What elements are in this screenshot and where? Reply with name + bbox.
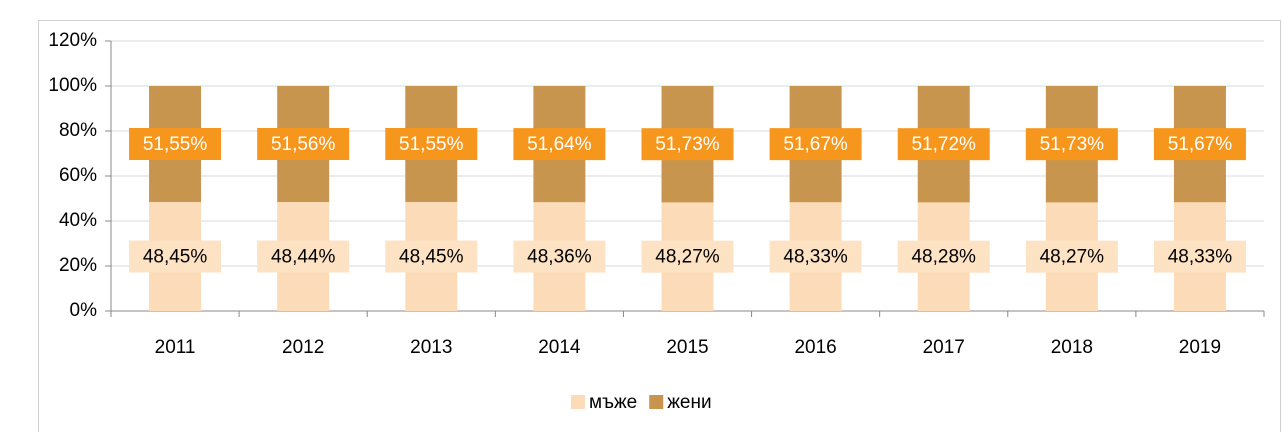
data-label-bg xyxy=(1025,128,1118,161)
y-tick-label: 20% xyxy=(59,255,97,276)
x-tick-label: 2017 xyxy=(923,337,965,358)
x-tick-label: 2018 xyxy=(1051,337,1093,358)
data-label-bg xyxy=(257,128,350,161)
x-tick-label: 2011 xyxy=(155,337,196,358)
data-label: 51,67% xyxy=(1168,134,1233,155)
data-label: 48,45% xyxy=(143,247,208,268)
data-label-bg xyxy=(897,240,990,273)
data-label-bg xyxy=(1153,240,1246,273)
y-tick-label: 40% xyxy=(59,210,97,231)
data-label: 51,64% xyxy=(527,134,592,155)
data-label-bg xyxy=(513,128,606,161)
x-tick-label: 2019 xyxy=(1179,337,1221,358)
data-label-bg xyxy=(257,240,350,273)
data-label: 51,73% xyxy=(1040,134,1105,155)
data-label: 48,44% xyxy=(271,247,336,268)
x-tick-label: 2013 xyxy=(410,337,452,358)
data-label: 48,33% xyxy=(783,247,848,268)
data-label-bg xyxy=(1153,128,1246,161)
y-tick-label: 60% xyxy=(59,165,97,186)
data-label-bg xyxy=(385,240,478,273)
y-tick-label: 120% xyxy=(48,30,97,51)
legend-label: мъже xyxy=(589,392,637,413)
legend-label: жени xyxy=(667,392,711,413)
data-label: 51,56% xyxy=(271,134,336,155)
data-label: 51,55% xyxy=(399,134,464,155)
x-tick-label: 2015 xyxy=(666,337,708,358)
y-tick-label: 100% xyxy=(48,75,97,96)
x-tick-label: 2012 xyxy=(282,337,324,358)
data-label: 51,72% xyxy=(911,134,976,155)
data-label: 51,73% xyxy=(655,134,720,155)
data-label-bg xyxy=(769,128,862,161)
data-label: 51,55% xyxy=(143,134,208,155)
title-remnant xyxy=(30,0,790,8)
data-label: 48,28% xyxy=(911,247,976,268)
data-label-bg xyxy=(1025,240,1118,273)
y-tick-label: 0% xyxy=(70,300,98,321)
data-label: 48,27% xyxy=(1040,247,1105,268)
data-label-bg xyxy=(513,240,606,273)
legend-swatch xyxy=(571,395,585,409)
y-tick-label: 80% xyxy=(59,120,97,141)
x-tick-label: 2014 xyxy=(538,337,581,358)
data-label: 48,45% xyxy=(399,247,464,268)
data-label-bg xyxy=(129,240,222,273)
data-label: 48,36% xyxy=(527,247,592,268)
data-label-bg xyxy=(769,240,862,273)
x-tick-label: 2016 xyxy=(794,337,836,358)
data-label-bg xyxy=(897,128,990,161)
data-label-bg xyxy=(129,127,222,160)
data-label: 51,67% xyxy=(783,134,848,155)
data-label: 48,27% xyxy=(655,247,720,268)
legend-swatch xyxy=(649,395,664,409)
data-label-bg xyxy=(641,240,734,273)
data-label-bg xyxy=(385,127,478,160)
data-label-bg xyxy=(641,128,734,161)
data-label: 48,33% xyxy=(1168,247,1233,268)
